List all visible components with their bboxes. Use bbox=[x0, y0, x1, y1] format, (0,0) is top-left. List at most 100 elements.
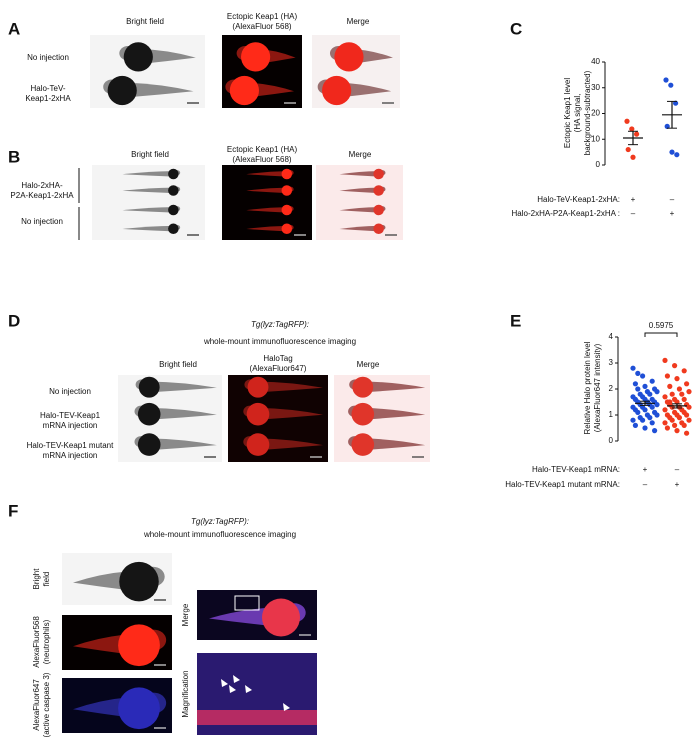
data-point bbox=[634, 131, 640, 137]
data-point bbox=[625, 146, 631, 153]
data-point bbox=[662, 394, 668, 400]
fish-tail bbox=[258, 407, 323, 420]
panel-letter: A bbox=[8, 19, 20, 38]
data-point bbox=[663, 77, 669, 83]
data-point bbox=[649, 404, 655, 410]
arrowhead bbox=[245, 685, 252, 693]
data-point bbox=[676, 386, 683, 392]
data-point bbox=[630, 154, 636, 160]
y-tick-label: 1 bbox=[609, 410, 614, 419]
data-point bbox=[664, 373, 671, 379]
column-header: Merge bbox=[349, 150, 372, 159]
panel-letter: F bbox=[8, 501, 18, 520]
side-label: (active caspase 3) bbox=[42, 672, 51, 737]
column-header: (AlexaFluor 568) bbox=[232, 155, 291, 164]
fish-yolk bbox=[138, 376, 160, 398]
y-tick-label: 2 bbox=[609, 384, 614, 393]
fish-tail bbox=[149, 381, 217, 393]
fish-tail bbox=[246, 187, 287, 194]
fish-tail bbox=[246, 171, 287, 177]
arrowhead bbox=[221, 679, 228, 687]
data-point bbox=[674, 399, 680, 405]
column-header: Ectopic Keap1 (HA) bbox=[227, 12, 298, 21]
fish-yolk bbox=[373, 204, 384, 216]
data-point bbox=[640, 417, 646, 423]
fish-tail bbox=[258, 381, 323, 393]
fish-tail bbox=[339, 225, 379, 232]
y-axis-label: background-subtracted) bbox=[583, 70, 592, 155]
row-label: Halo-2xHA- bbox=[21, 181, 63, 190]
inset-box bbox=[234, 595, 260, 611]
data-point bbox=[630, 417, 636, 423]
magnified-yolk bbox=[197, 710, 317, 725]
data-point bbox=[664, 123, 670, 129]
data-point bbox=[676, 415, 683, 421]
data-point bbox=[674, 428, 680, 434]
y-tick-label: 0 bbox=[596, 160, 601, 169]
data-point bbox=[662, 407, 668, 413]
data-point bbox=[667, 399, 673, 405]
panel-letter: B bbox=[8, 147, 20, 166]
fish-tail bbox=[362, 438, 426, 451]
condition-mark: + bbox=[631, 195, 636, 204]
fish-tail bbox=[258, 438, 323, 451]
row-label: Keap1-2xHA bbox=[25, 94, 71, 103]
fish-yolk bbox=[137, 433, 161, 456]
data-point bbox=[632, 381, 639, 387]
data-point bbox=[669, 149, 675, 155]
data-point bbox=[642, 407, 648, 413]
fish-yolk bbox=[247, 376, 269, 398]
data-point bbox=[684, 412, 690, 418]
arrowhead bbox=[283, 703, 290, 711]
y-axis-label: Ectopic Keap1 level bbox=[563, 78, 572, 148]
column-header: (AlexaFluor 568) bbox=[232, 22, 291, 31]
column-header: (AlexaFluor647) bbox=[250, 364, 307, 373]
data-point bbox=[673, 100, 679, 106]
side-label: Magnification bbox=[181, 670, 190, 717]
column-header: Bright field bbox=[131, 150, 169, 159]
condition-mark: – bbox=[670, 195, 675, 204]
condition-label: Halo-2xHA-P2A-Keap1-2xHA : bbox=[512, 209, 621, 218]
significance-bracket bbox=[644, 332, 678, 337]
fish-yolk bbox=[107, 75, 137, 106]
fish-yolk bbox=[281, 168, 293, 180]
condition-mark: + bbox=[675, 480, 680, 489]
fish-yolk bbox=[168, 168, 179, 180]
condition-mark: + bbox=[643, 465, 648, 474]
data-point bbox=[642, 383, 648, 389]
data-point bbox=[686, 389, 692, 395]
fish-tail bbox=[362, 381, 426, 393]
fish-tail bbox=[122, 171, 174, 177]
y-axis-label: Relative Halo protein level bbox=[583, 341, 592, 434]
fish-yolk bbox=[246, 433, 270, 456]
side-label: Bright bbox=[32, 568, 41, 590]
condition-label: Halo-TEV-Keap1 mRNA: bbox=[532, 465, 620, 474]
data-point bbox=[649, 378, 655, 384]
fish-yolk bbox=[351, 402, 375, 426]
fish-yolk bbox=[322, 75, 352, 106]
fish-yolk bbox=[281, 223, 293, 234]
side-label: field bbox=[42, 572, 51, 587]
condition-mark: – bbox=[631, 209, 636, 218]
header: Tg(lyz:TagRFP): bbox=[191, 517, 249, 526]
data-point bbox=[674, 376, 680, 382]
data-point bbox=[674, 152, 680, 158]
data-point bbox=[684, 381, 690, 387]
fish-yolk bbox=[373, 185, 384, 196]
y-tick-label: 40 bbox=[591, 57, 600, 66]
fish-tail bbox=[339, 171, 379, 177]
data-point bbox=[684, 430, 690, 436]
panel-letter: D bbox=[8, 311, 20, 330]
header: Tg(lyz:TagRFP): bbox=[251, 320, 309, 329]
column-header: HaloTag bbox=[263, 354, 292, 363]
y-axis-label: (AlexaFluor647 intensity) bbox=[593, 343, 602, 432]
header: whole-mount immunofluorescence imaging bbox=[203, 337, 356, 346]
fish-yolk bbox=[373, 223, 384, 234]
row-label: Halo-TEV-Keap1 bbox=[40, 411, 101, 420]
arrowhead bbox=[233, 675, 240, 683]
y-axis-label: (HA signal, bbox=[573, 94, 582, 133]
data-point bbox=[629, 126, 635, 132]
data-point bbox=[635, 370, 641, 376]
fish-yolk bbox=[168, 185, 179, 196]
fish-yolk bbox=[373, 168, 384, 180]
